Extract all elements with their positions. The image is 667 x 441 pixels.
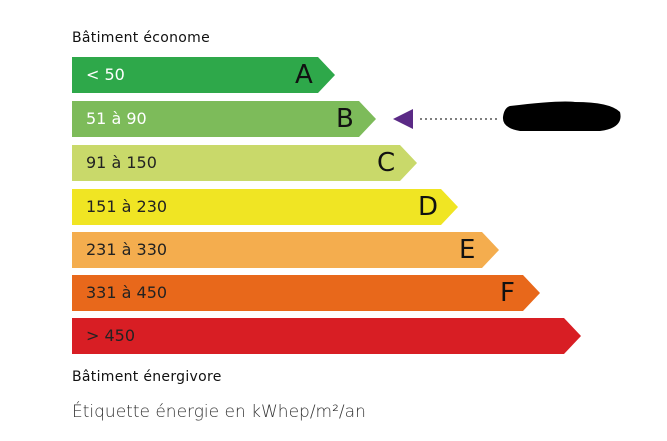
- class-letter: E: [459, 235, 476, 265]
- energy-class-c: 91 à 150 C: [72, 145, 417, 181]
- energy-class-d: 151 à 230 D: [72, 189, 458, 225]
- class-range: > 450: [86, 326, 136, 345]
- class-bar-shape: [72, 275, 540, 311]
- energy-class-b: 51 à 90 B: [72, 101, 376, 137]
- class-range: 51 à 90: [86, 109, 147, 128]
- class-letter: B: [336, 104, 354, 134]
- class-range: 91 à 150: [86, 153, 157, 172]
- energy-class-e: 231 à 330 E: [72, 232, 499, 268]
- class-letter: D: [418, 192, 439, 222]
- class-bar-shape: [72, 318, 581, 354]
- class-range: 331 à 450: [86, 283, 168, 302]
- class-bar-shape: [72, 145, 417, 181]
- class-letter: C: [377, 148, 396, 178]
- class-bar-shape: [72, 101, 376, 137]
- class-range: < 50: [86, 65, 125, 84]
- class-bar-shape: [72, 189, 458, 225]
- class-letter: F: [500, 278, 515, 308]
- bottom-label: Bâtiment énergivore: [72, 369, 222, 385]
- redaction-blob: [502, 101, 621, 131]
- energy-class-a: < 50 A: [72, 57, 335, 93]
- class-bar-shape: [72, 57, 335, 93]
- class-range: 231 à 330: [86, 240, 168, 259]
- class-letter: A: [295, 60, 313, 90]
- class-bar-shape: [72, 232, 499, 268]
- energy-class-f: 331 à 450 F: [72, 275, 540, 311]
- top-label: Bâtiment économe: [72, 30, 210, 46]
- energy-class-g: > 450: [72, 318, 581, 354]
- class-range: 151 à 230: [86, 197, 168, 216]
- caption: Étiquette énergie en kWhep/m²/an: [72, 402, 366, 422]
- indicator-arrow-icon: [393, 109, 413, 129]
